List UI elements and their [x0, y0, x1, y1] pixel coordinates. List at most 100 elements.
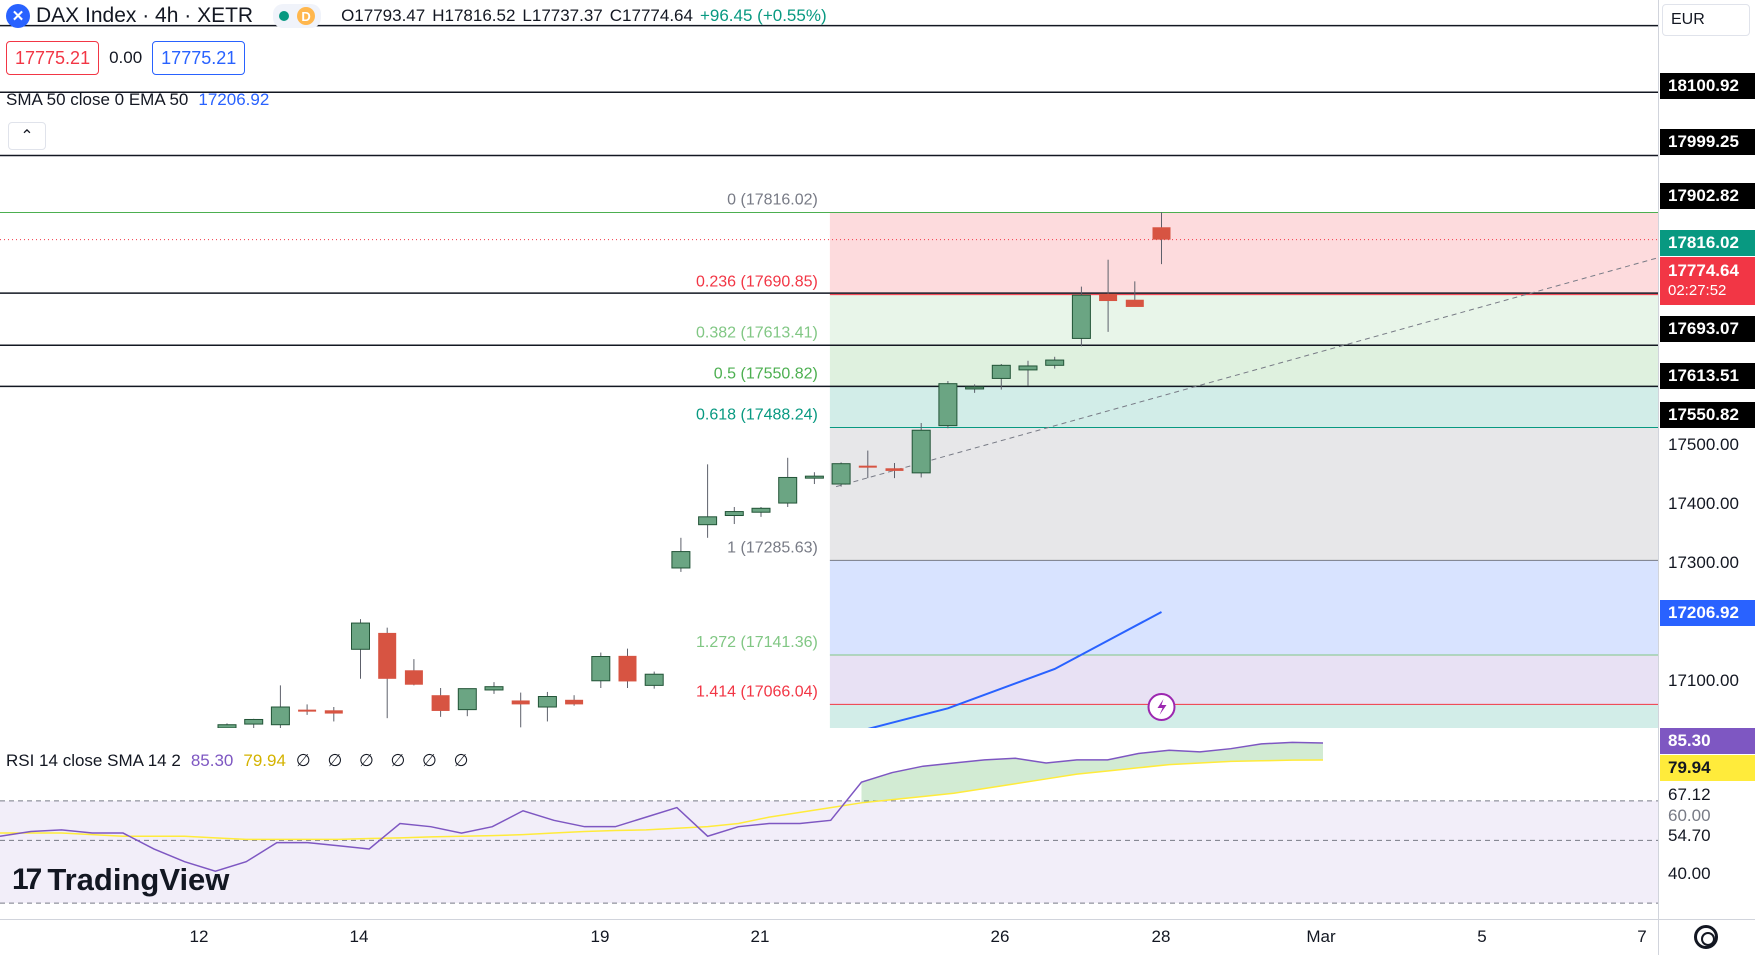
- candle-down: [1125, 299, 1144, 307]
- candle-down: [298, 709, 317, 712]
- ohlc-change: +96.45 (+0.55%): [699, 6, 827, 25]
- tradingview-logo[interactable]: 17 TradingView: [12, 862, 229, 898]
- price-tick: 17300.00: [1668, 553, 1739, 572]
- ema-50-line: [840, 611, 1162, 737]
- sell-button[interactable]: 17775.21: [6, 41, 100, 75]
- candle-down: [885, 468, 904, 471]
- data-delay-badge: D: [297, 7, 316, 25]
- rsi-line: [0, 741, 1324, 873]
- candle-up: [831, 463, 851, 485]
- tradingview-wordmark: TradingView: [47, 862, 230, 897]
- symbol-legend: ✕ DAX Index · 4h · XETR D O17793.47 H178…: [6, 4, 834, 28]
- time-tick: 21: [750, 927, 770, 946]
- rsi-chart-svg[interactable]: [0, 728, 1658, 919]
- candle-up: [698, 516, 718, 526]
- candle-down: [858, 465, 877, 468]
- candle-up: [1045, 359, 1065, 366]
- fib-zone: [829, 212, 1658, 295]
- currency-selector[interactable]: EUR: [1662, 4, 1750, 36]
- tradingview-mark: 17: [12, 863, 42, 896]
- candle-up: [991, 364, 1011, 379]
- rsi-indicator-label[interactable]: RSI 14 close SMA 14 2: [6, 751, 181, 770]
- rsi-value-label: 85.30: [1660, 728, 1755, 754]
- fib-level-label: 0.236 (17690.85): [696, 274, 818, 291]
- candle-up: [644, 673, 664, 686]
- ema-value-label: 17206.92: [1660, 600, 1755, 626]
- time-tick: 5: [1477, 927, 1487, 946]
- time-tick: Mar: [1306, 927, 1336, 946]
- candle-up: [1071, 294, 1091, 339]
- last-price-label: 17774.64 02:27:52: [1660, 257, 1755, 305]
- rsi-sma-line: [0, 759, 1324, 841]
- lightning-bolt-glyph: [1157, 699, 1167, 715]
- price-tick: 17500.00: [1668, 435, 1739, 454]
- candle-up: [351, 622, 370, 650]
- rsi-tick: 60.00: [1668, 806, 1711, 825]
- rsi-sma-label: 79.94: [1660, 755, 1755, 781]
- candle-up: [911, 429, 931, 474]
- rsi-tick: 67.12: [1668, 785, 1711, 804]
- market-status-pill[interactable]: D: [273, 4, 322, 28]
- rsi-overbought-fill: [861, 742, 1323, 803]
- candle-up: [1018, 365, 1038, 371]
- fib-zone: [829, 386, 1658, 428]
- price-chart-svg[interactable]: 0 (17816.02) 0.236 (17690.85) 0.382 (17613…: [0, 0, 1659, 737]
- ma-indicator-label[interactable]: SMA 50 close 0 EMA 50: [6, 90, 189, 109]
- time-axis[interactable]: [0, 919, 1658, 955]
- level-label-17693: 17693.07: [1660, 316, 1755, 342]
- rsi-legend[interactable]: RSI 14 close SMA 14 2 85.30 79.94 ∅ ∅ ∅ …: [6, 751, 474, 771]
- fib-zone: [829, 654, 1658, 705]
- rsi-sma-value: 79.94: [243, 751, 286, 770]
- ma-legend[interactable]: SMA 50 close 0 EMA 50 17206.92: [6, 90, 269, 110]
- fib-level-label: 1 (17285.63): [727, 539, 818, 556]
- candle-up: [270, 706, 290, 726]
- candle-down: [1099, 293, 1118, 302]
- axis-corner: [1658, 919, 1755, 955]
- level-label-17550: 17550.82: [1660, 402, 1755, 428]
- candle-down: [1152, 227, 1171, 240]
- candle-up: [484, 686, 504, 691]
- fib-level-label: 0.5 (17550.82): [714, 365, 818, 382]
- ohlc-high: H17816.52: [432, 6, 516, 25]
- candle-down: [404, 670, 423, 685]
- level-label-17613: 17613.51: [1660, 363, 1755, 389]
- gear-icon[interactable]: [1694, 925, 1718, 949]
- buy-button[interactable]: 17775.21: [152, 41, 246, 75]
- level-label-17902: 17902.82: [1660, 183, 1755, 209]
- fib-zone: [829, 345, 1658, 387]
- rsi-indicator-value: 85.30: [190, 751, 234, 770]
- time-tick: 12: [189, 927, 209, 946]
- ohlc-low: L17737.37: [522, 6, 603, 25]
- time-tick: 26: [990, 927, 1010, 946]
- candle-down: [618, 655, 637, 682]
- candle-up: [965, 386, 985, 390]
- candle-up: [591, 656, 611, 682]
- price-chart[interactable]: 0 (17816.02) 0.236 (17690.85) 0.382 (17613…: [0, 0, 1659, 737]
- trade-buttons: 17775.21 0.00 17775.21: [6, 41, 246, 75]
- candle-down: [324, 710, 343, 714]
- x-circle-icon[interactable]: ✕: [6, 4, 30, 28]
- time-tick: 19: [590, 927, 610, 946]
- fib-level-label: 0.618 (17488.24): [696, 406, 818, 423]
- rsi-extra-values: ∅ ∅ ∅ ∅ ∅ ∅: [295, 751, 475, 770]
- ohlc-close: C17774.64: [609, 6, 693, 25]
- rsi-tick: 54.70: [1668, 826, 1711, 845]
- candle-up: [244, 718, 264, 725]
- fib-level-label: 0 (17816.02): [727, 191, 818, 208]
- fib-high-label: 17816.02: [1660, 230, 1755, 256]
- bar-countdown: 02:27:52: [1668, 282, 1727, 299]
- fib-zone: [829, 427, 1658, 561]
- fib-trend-line: [835, 257, 1659, 488]
- candle-down: [511, 700, 530, 705]
- price-tick: 17400.00: [1668, 494, 1739, 513]
- ohlc-open: O17793.47: [341, 6, 426, 25]
- symbol-title[interactable]: DAX Index · 4h · XETR: [36, 4, 254, 27]
- chevron-up-icon[interactable]: ⌃: [8, 122, 46, 150]
- market-open-dot: [279, 11, 290, 21]
- spread-value: 0.00: [109, 48, 143, 67]
- candle-up: [537, 696, 557, 708]
- candle-down: [431, 695, 450, 711]
- rsi-pane[interactable]: [0, 728, 1658, 919]
- candle-up: [778, 476, 798, 504]
- last-price-value: 17774.64: [1668, 261, 1739, 280]
